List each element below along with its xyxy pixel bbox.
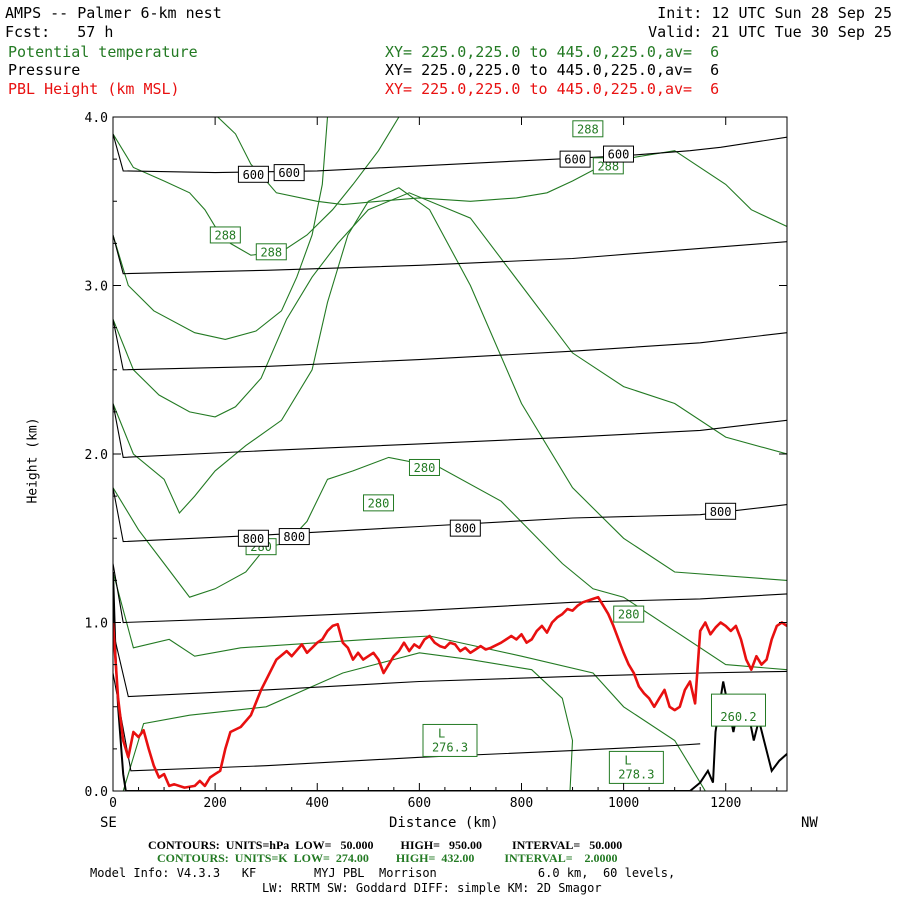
theta-contour [113, 117, 329, 340]
field-pbl-xy: XY= 225.0,225.0 to 445.0,225.0,av= 6 [385, 80, 720, 98]
pressure-contour-950 [113, 672, 701, 772]
pressure-label: 800 [705, 502, 737, 520]
x-tick-label: 800 [510, 796, 533, 811]
theta-contour [122, 652, 574, 791]
x-axis-label: Distance (km) [389, 815, 499, 831]
pbl-height-line [113, 595, 787, 789]
x-tick-label: 400 [306, 796, 329, 811]
theta-label-text: 280 [368, 496, 390, 510]
pressure-label: 600 [237, 165, 269, 183]
pressure-label: 600 [603, 145, 634, 163]
y-axis-label: Height (km) [25, 417, 41, 504]
pressure-contour-800 [113, 487, 787, 543]
y-tick-label: 2.0 [85, 448, 108, 463]
x-tick-label: 200 [203, 796, 226, 811]
pressure-label: 800 [237, 529, 269, 547]
pbl-height [113, 595, 787, 789]
pressure-label-text: 600 [564, 153, 586, 167]
theta-label: 288 [572, 120, 604, 138]
theta-label: 288 [255, 243, 287, 261]
init-time: Init: 12 UTC Sun 28 Sep 25 [657, 4, 892, 22]
pressure-label: 800 [449, 519, 481, 537]
theta-label: 280 [408, 458, 440, 476]
pressure-contour-900 [113, 630, 787, 698]
theta-label-text: 288 [577, 122, 599, 136]
x-tick-label: 0 [109, 796, 117, 811]
pressure-contours [113, 133, 787, 772]
field-pbl-name: PBL Height (km MSL) [8, 80, 180, 98]
theta-contour [113, 571, 706, 791]
theta-contour [113, 192, 787, 455]
pressure-label-text: 600 [608, 148, 630, 162]
low-marker-letter: L [624, 753, 631, 767]
theta-label-text: 280 [414, 461, 436, 475]
valid-time: Valid: 21 UTC Tue 30 Sep 25 [648, 23, 892, 41]
theta-contour-info: CONTOURS: UNITS=K LOW= 274.00 HIGH= 432.… [157, 851, 618, 865]
low-marker-letter: L [438, 726, 445, 740]
terrain-line [113, 571, 787, 791]
low-marker: 260.2 [710, 693, 766, 727]
x-tick-label: 600 [408, 796, 431, 811]
pressure-contour-650 [113, 234, 787, 275]
theta-label: 288 [209, 226, 241, 244]
theta-contour [113, 117, 400, 256]
product-title: AMPS -- Palmer 6-km nest [5, 4, 222, 22]
theta-label: 280 [363, 494, 395, 512]
theta-label: 280 [613, 605, 645, 623]
pressure-label-text: 800 [283, 530, 305, 544]
model-info: Model Info: V4.3.3 KF MYJ PBL Morrison 6… [90, 866, 676, 880]
pressure-label: 600 [559, 150, 591, 168]
left-end-label: SE [100, 815, 117, 831]
low-marker-value: 276.3 [432, 740, 468, 754]
pressure-contour-info: CONTOURS: UNITS=hPa LOW= 50.000 HIGH= 95… [148, 838, 623, 852]
right-end-label: NW [801, 815, 818, 831]
pressure-label-text: 800 [710, 505, 732, 519]
pressure-contour-850 [113, 563, 787, 624]
y-tick-label: 1.0 [85, 617, 108, 632]
pressure-label-text: 600 [278, 166, 300, 180]
pressure-label-text: 800 [454, 522, 476, 536]
field-pressure-xy: XY= 225.0,225.0 to 445.0,225.0,av= 6 [385, 61, 720, 79]
theta-contour [113, 456, 787, 671]
x-tick-label: 1000 [608, 796, 639, 811]
forecast-hour: Fcst: 57 h [5, 23, 114, 41]
pressure-contour-700 [113, 319, 787, 371]
theta-label-text: 288 [260, 245, 282, 259]
theta-label-text: 288 [214, 228, 236, 242]
physics-info: LW: RRTM SW: Goddard DIFF: simple KM: 2D… [262, 881, 602, 895]
terrain [113, 571, 787, 791]
theta-label-text: 288 [597, 159, 619, 173]
y-tick-label: 3.0 [85, 280, 108, 295]
field-pressure-name: Pressure [8, 61, 81, 79]
low-marker-value: 260.2 [720, 710, 756, 724]
y-tick-label: 4.0 [85, 111, 108, 126]
theta-contour [113, 187, 787, 581]
x-tick-label: 1200 [710, 796, 741, 811]
pressure-label-text: 600 [243, 168, 265, 182]
pressure-label: 800 [278, 528, 310, 546]
field-theta-xy: XY= 225.0,225.0 to 445.0,225.0,av= 6 [385, 43, 720, 61]
y-tick-label: 0.0 [85, 785, 108, 800]
axes: 0 200 400 600 800 1000 1200 0.0 1.0 2.0 3.0 4.0 [85, 111, 787, 811]
pressure-contour-600 [113, 133, 787, 174]
low-marker-value: 278.3 [618, 767, 654, 781]
pressure-label-text: 800 [243, 532, 265, 546]
pressure-label: 600 [273, 164, 305, 182]
field-theta-name: Potential temperature [8, 43, 198, 61]
pressure-contour-750 [113, 403, 787, 458]
theta-label-text: 280 [618, 608, 640, 622]
